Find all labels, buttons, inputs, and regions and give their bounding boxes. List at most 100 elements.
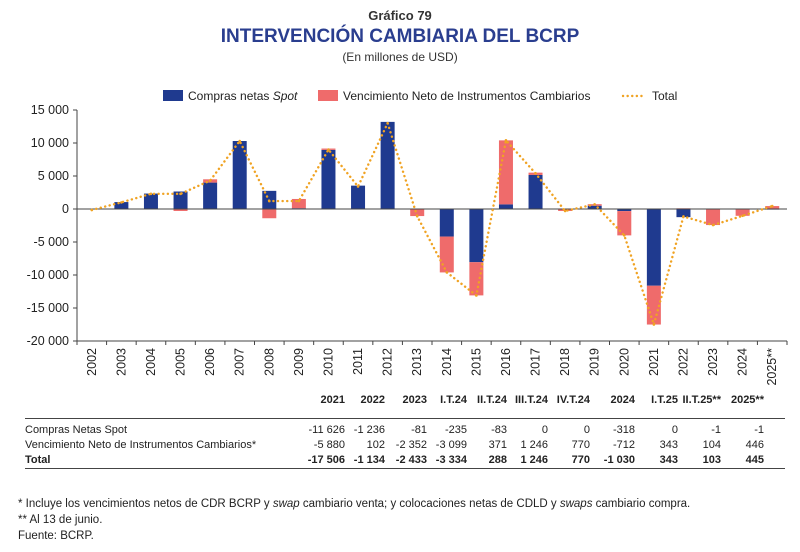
table-cell: 0	[583, 424, 590, 436]
total-point	[90, 208, 94, 212]
table-column-header: 2022	[360, 394, 385, 406]
x-tick-label: 2023	[706, 348, 720, 376]
total-point	[770, 204, 774, 208]
footnote-1: * Incluye los vencimientos netos de CDR …	[18, 498, 691, 510]
table-cell: -83	[491, 424, 507, 436]
legend-swatch-spot	[163, 90, 183, 101]
table-cell: -17 506	[307, 454, 345, 466]
x-tick-label: 2013	[410, 348, 424, 376]
bar-vencimiento	[410, 209, 425, 217]
bar-spot	[528, 174, 543, 209]
total-point	[415, 214, 419, 218]
table-cell: -235	[444, 424, 467, 436]
total-point	[386, 121, 389, 125]
table-header-row: 2021 2022 2023 I.T.24 II.T.24 III.T.24 IV.T.24…	[25, 394, 785, 408]
table-cell: -1	[754, 424, 764, 436]
bar-vencimiento	[735, 209, 750, 216]
bar-spot	[321, 149, 336, 209]
table-cell: 343	[659, 454, 678, 466]
bar-spot	[380, 121, 395, 209]
table-cell: 103	[702, 454, 721, 466]
x-tick-label: 2007	[233, 348, 247, 376]
table-cell: -318	[612, 424, 635, 436]
total-point	[504, 139, 508, 142]
table-cell: -5 880	[313, 439, 345, 451]
bar-spot	[351, 185, 366, 209]
x-tick-label: 2015	[469, 348, 483, 376]
source-note: Fuente: BCRP.	[18, 530, 94, 542]
x-tick-label: 2004	[144, 348, 158, 376]
table-cell: -2 352	[395, 439, 427, 451]
y-tick-label: 15 000	[31, 103, 69, 117]
table-column-header: 2023	[402, 394, 427, 406]
bar-spot	[498, 204, 513, 209]
x-tick-label: 2019	[588, 348, 602, 376]
bar-spot	[617, 209, 632, 212]
x-tick-label: 2025**	[765, 348, 779, 386]
table-column-header: 2025**	[730, 394, 764, 406]
bar-vencimiento	[617, 211, 632, 236]
table-cell: 371	[488, 439, 507, 451]
table-column-header: II.T.25**	[682, 394, 721, 406]
footnote-2: ** Al 13 de junio.	[18, 514, 103, 526]
bar-spot	[114, 202, 129, 209]
table-row: Total -17 506 -1 134 -2 433 -3 334 288 1 246 77…	[25, 454, 785, 468]
table-cell: -1 236	[353, 424, 385, 436]
x-tick-label: 2008	[262, 348, 276, 376]
total-point	[238, 139, 242, 143]
total-point	[297, 199, 301, 203]
table-cell: -1 030	[603, 454, 635, 466]
table-column-header: III.T.24	[514, 394, 548, 406]
table-column-header: II.T.24	[477, 394, 507, 406]
legend-label-total: Total	[652, 89, 677, 103]
table-cell: 1 246	[520, 439, 548, 451]
table-cell: 0	[541, 424, 548, 436]
total-point	[356, 185, 360, 188]
x-tick-label: 2014	[440, 348, 454, 376]
table-cell: 1 246	[520, 454, 548, 466]
chart-subtitle: (En millones de USD)	[342, 50, 458, 64]
x-tick-label: 2003	[114, 348, 128, 376]
table-column-header: I.T.25	[651, 394, 678, 406]
y-tick-label: -20 000	[27, 334, 69, 348]
y-tick-label: -15 000	[27, 301, 69, 315]
table-row: Vencimiento Neto de Instrumentos Cambiar…	[25, 439, 785, 453]
y-tick-label: -5 000	[34, 235, 69, 249]
total-line	[90, 119, 774, 329]
y-tick-label: 0	[62, 202, 69, 216]
x-tick-label: 2022	[676, 348, 690, 376]
total-point	[593, 203, 597, 206]
bar-vencimiento	[469, 262, 484, 296]
bar-vencimiento	[439, 236, 454, 273]
total-point	[327, 148, 330, 151]
table-column-header: IV.T.24	[556, 394, 590, 406]
total-point	[120, 201, 123, 204]
bar-spot	[232, 141, 247, 209]
table-cell: 288	[488, 454, 507, 466]
bar-spot	[587, 205, 602, 209]
bar-vencimiento	[173, 209, 188, 211]
chart-title: INTERVENCIÓN CAMBIARIA DEL BCRP	[220, 26, 580, 47]
table-cell: -1 134	[353, 454, 385, 466]
table-cell: 770	[571, 454, 590, 466]
x-tick-label: 2017	[529, 348, 543, 376]
table-cell: 102	[366, 439, 385, 451]
table-cell: -3 334	[435, 454, 467, 466]
total-point	[534, 172, 537, 175]
table-row-label: Total	[25, 454, 51, 466]
total-point	[652, 323, 656, 326]
table-row-label: Compras Netas Spot	[25, 424, 128, 436]
x-tick-label: 2005	[174, 348, 188, 376]
bar-spot	[143, 193, 158, 209]
bar-vencimiento	[291, 198, 306, 209]
table-cell: -3 099	[435, 439, 467, 451]
x-tick-label: 2016	[499, 348, 513, 376]
total-point	[179, 192, 182, 196]
bar-vencimiento	[765, 206, 780, 209]
table-cell: -1	[711, 424, 721, 436]
table-column-header: 2021	[320, 394, 345, 406]
x-tick-label: 2018	[558, 348, 572, 376]
bar-vencimiento	[262, 209, 277, 219]
table-cell: -712	[612, 439, 635, 451]
